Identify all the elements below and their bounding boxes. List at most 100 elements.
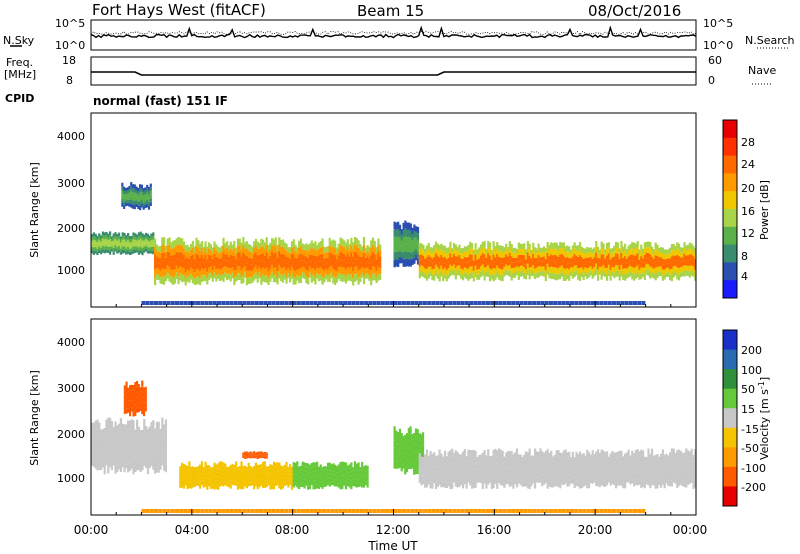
heatmap-cell <box>605 456 609 463</box>
heatmap-cell <box>436 261 439 267</box>
heatmap-cell <box>420 254 423 260</box>
heatmap-cell <box>254 453 258 455</box>
heatmap-cell <box>155 455 159 465</box>
heatmap-cell <box>415 243 418 249</box>
heatmap-cell <box>488 478 492 483</box>
heatmap-cell <box>128 454 132 463</box>
heatmap-cell <box>256 455 259 457</box>
heatmap-cell <box>371 244 375 252</box>
heatmap-cell <box>530 249 533 255</box>
heatmap-cell <box>544 270 547 276</box>
heatmap-cell <box>251 473 254 477</box>
heatmap-cell <box>458 270 461 276</box>
heatmap-cell <box>206 259 209 266</box>
heatmap-cell <box>281 268 285 276</box>
heatmap-cell <box>414 428 418 437</box>
heatmap-cell <box>413 244 416 251</box>
heatmap-cell <box>188 252 191 259</box>
heatmap-cell <box>303 479 306 485</box>
heatmap-cell <box>472 270 475 277</box>
heatmap-cell <box>418 254 421 261</box>
heatmap-cell <box>559 458 562 465</box>
heatmap-cell <box>233 464 236 469</box>
heatmap-cell <box>661 253 664 259</box>
heatmap-cell <box>114 430 117 439</box>
heatmap-cell <box>451 265 454 271</box>
heatmap-cell <box>101 461 105 468</box>
heatmap-cell <box>146 184 149 189</box>
heatmap-cell <box>524 254 528 260</box>
vel-ytick-4000: 4000 <box>57 336 85 349</box>
heatmap-cell <box>220 465 223 470</box>
heatmap-cell <box>620 462 623 469</box>
heatmap-cell <box>546 462 549 469</box>
heatmap-cell <box>184 271 187 279</box>
heatmap-cell <box>481 241 484 248</box>
heatmap-cell <box>316 256 319 262</box>
heatmap-cell <box>130 452 133 461</box>
heatmap-cell <box>431 509 436 513</box>
heatmap-cell <box>254 301 259 305</box>
heatmap-cell <box>575 260 578 266</box>
heatmap-cell <box>164 436 168 446</box>
heatmap-cell <box>283 471 286 476</box>
heatmap-cell <box>274 482 277 486</box>
heatmap-cell <box>91 458 94 466</box>
heatmap-cell <box>575 480 578 486</box>
heatmap-cell <box>94 428 97 437</box>
heatmap-cell <box>370 262 373 271</box>
heatmap-cell <box>479 260 483 267</box>
heatmap-cell <box>139 465 142 473</box>
heatmap-cell <box>528 462 531 469</box>
heatmap-cell <box>485 466 488 472</box>
heatmap-cell <box>645 263 648 270</box>
heatmap-cell <box>175 509 180 513</box>
heatmap-cell <box>186 251 189 258</box>
heatmap-cell <box>152 246 155 251</box>
heatmap-cell <box>121 239 124 243</box>
heatmap-cell <box>560 452 564 459</box>
heatmap-cell <box>357 462 360 467</box>
heatmap-cell <box>245 466 249 471</box>
heatmap-cell <box>125 424 128 432</box>
heatmap-cell <box>512 471 515 478</box>
heatmap-cell <box>263 255 267 263</box>
heatmap-cell <box>690 477 693 483</box>
heatmap-cell <box>191 240 195 248</box>
heatmap-cell <box>290 266 294 273</box>
heatmap-cell <box>247 456 250 458</box>
heatmap-cell <box>550 242 553 249</box>
heatmap-cell <box>107 454 110 465</box>
heatmap-cell <box>305 263 308 270</box>
heatmap-cell <box>629 260 632 266</box>
heatmap-cell <box>316 483 319 489</box>
heatmap-cell <box>546 269 549 275</box>
heatmap-cell <box>562 479 565 485</box>
heatmap-cell <box>159 462 162 470</box>
heatmap-cell <box>103 232 106 236</box>
heatmap-cell <box>298 466 301 471</box>
heatmap-cell <box>649 266 652 273</box>
heatmap-cell <box>607 509 612 513</box>
heatmap-cell <box>686 244 690 250</box>
heatmap-cell <box>427 301 432 305</box>
heatmap-cell <box>463 472 466 479</box>
heatmap-cell <box>190 273 193 280</box>
heatmap-cell <box>188 276 191 283</box>
heatmap-cell <box>197 466 200 470</box>
heatmap-cell <box>410 301 415 305</box>
heatmap-cell <box>292 478 295 484</box>
heatmap-cell <box>220 473 223 478</box>
heatmap-cell <box>125 248 128 252</box>
heatmap-cell <box>253 451 256 453</box>
heatmap-cell <box>555 456 558 463</box>
heatmap-cell <box>348 256 351 263</box>
heatmap-cell <box>105 427 108 435</box>
heatmap-cell <box>251 264 254 271</box>
heatmap-cell <box>523 266 526 273</box>
heatmap-cell <box>262 479 265 484</box>
heatmap-cell <box>132 239 135 243</box>
heatmap-cell <box>690 471 693 478</box>
heatmap-cell <box>271 258 274 265</box>
heatmap-cell <box>191 301 196 305</box>
